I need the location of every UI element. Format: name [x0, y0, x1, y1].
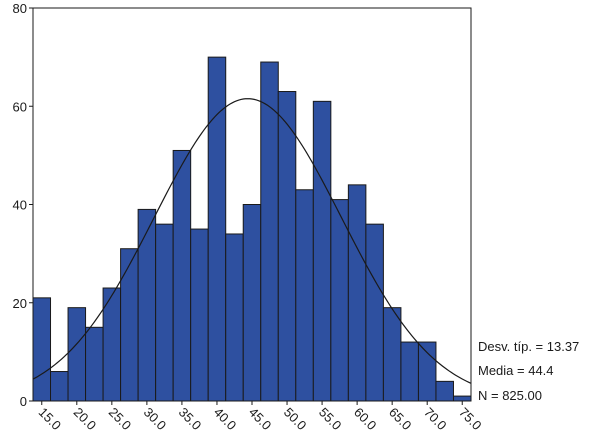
x-tick-label: 50.0	[281, 405, 310, 434]
x-tick-label: 60.0	[351, 405, 380, 434]
histogram-bar	[190, 228, 209, 402]
x-tick-label: 20.0	[71, 405, 100, 434]
histogram-bar	[295, 189, 314, 402]
histogram-bar	[347, 184, 367, 402]
x-tick-label: 40.0	[211, 405, 240, 434]
histogram-bar	[155, 223, 174, 402]
histogram-bar	[312, 100, 332, 402]
x-tick-label: 70.0	[421, 405, 450, 434]
histogram-bar	[225, 233, 244, 402]
x-tick-label: 75.0	[456, 405, 485, 434]
x-tick-label: 25.0	[106, 405, 135, 434]
y-tick-label: 0	[20, 394, 27, 409]
x-tick-label: 45.0	[246, 405, 275, 434]
histogram-bar	[452, 395, 472, 402]
histogram-bar	[330, 199, 349, 402]
histogram-bar	[400, 341, 419, 402]
x-tick-label: 30.0	[141, 405, 170, 434]
histogram-bar	[50, 371, 69, 402]
histogram-bars	[32, 56, 472, 402]
y-axis: 0 20 40 60 80	[13, 1, 33, 409]
x-tick-label: 35.0	[176, 405, 205, 434]
histogram-bar	[32, 297, 52, 402]
histogram-bar	[242, 204, 262, 402]
std-dev-label: Desv. típ. = 13.37	[478, 339, 580, 354]
n-label: N = 825.00	[478, 388, 542, 403]
histogram-bar	[417, 341, 437, 402]
y-tick-label: 80	[13, 1, 27, 16]
histogram-bar	[85, 326, 104, 402]
y-tick-label: 20	[13, 296, 27, 311]
mean-label: Media = 44.4	[478, 363, 554, 378]
histogram-bar	[365, 223, 384, 402]
x-tick-label: 55.0	[316, 405, 345, 434]
histogram-bar	[172, 149, 192, 402]
histogram-bar	[67, 307, 87, 402]
histogram-bar	[137, 208, 157, 402]
histogram-bar	[120, 248, 139, 402]
y-tick-label: 40	[13, 198, 27, 213]
histogram-bar	[277, 91, 297, 402]
histogram-bar	[435, 380, 454, 402]
histogram-bar	[260, 61, 279, 402]
histogram-bar	[382, 307, 402, 402]
x-tick-label: 65.0	[386, 405, 415, 434]
x-axis: 15.0 20.0 25.0 30.0 35.0 40.0 45.0 50.0 55.0 60.0…	[36, 401, 485, 433]
normal-curve	[32, 98, 472, 384]
y-tick-label: 60	[13, 99, 27, 114]
x-tick-label: 15.0	[36, 405, 65, 434]
